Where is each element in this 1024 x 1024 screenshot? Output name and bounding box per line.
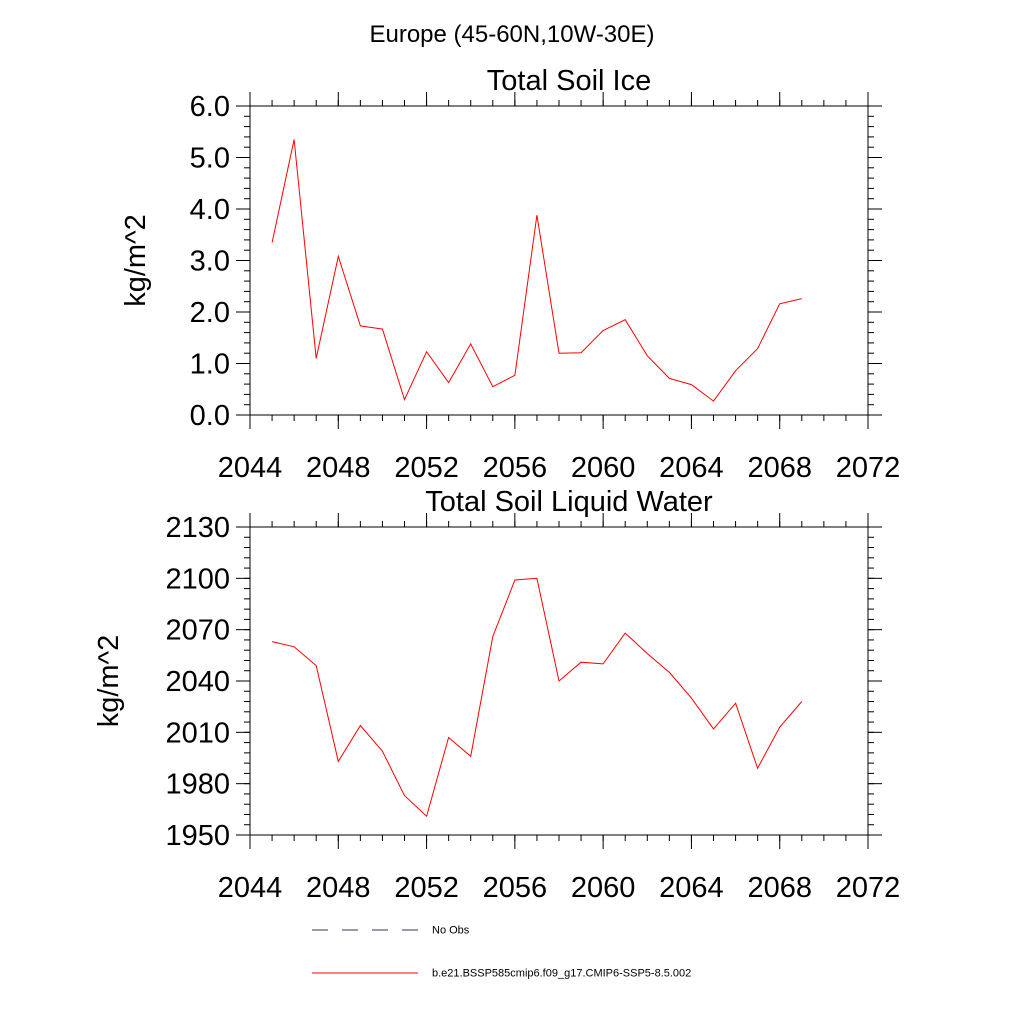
x-tick-label: 2048 (306, 872, 371, 904)
y-tick-label: 2040 (165, 666, 230, 698)
legend-label-no-obs: No Obs (432, 925, 470, 937)
panel-total-soil-liquid-water: Total Soil Liquid Water 1950 1980 2010 2040 2… (93, 486, 900, 904)
x-tick-label: 2068 (747, 452, 812, 484)
x-tick-label: 2056 (483, 452, 548, 484)
x-tick-label: 2072 (836, 872, 901, 904)
x-tick-label: 2056 (483, 872, 548, 904)
y-tick-label: 1950 (165, 820, 230, 852)
x-tick-label: 2044 (218, 452, 283, 484)
series-line (271, 139, 802, 402)
x-tick-label: 2064 (659, 872, 724, 904)
x-tick-label: 2048 (306, 452, 371, 484)
y-tick-label: 2.0 (190, 297, 230, 329)
y-axis-label: kg/m^2 (93, 635, 125, 728)
legend: No Obs b.e21.BSSP585cmip6.f09_g17.CMIP6-… (312, 925, 691, 980)
y-tick-label: 3.0 (190, 246, 230, 278)
chart-title: Total Soil Ice (487, 65, 651, 97)
y-tick-label: 6.0 (190, 91, 230, 123)
x-tick-label: 2060 (571, 872, 636, 904)
chart-title: Total Soil Liquid Water (425, 486, 713, 518)
plot-frame (249, 105, 869, 416)
y-tick-label: 2010 (165, 717, 230, 749)
y-tick-label: 2100 (165, 563, 230, 595)
x-tick-label: 2052 (394, 452, 459, 484)
x-tick-label: 2052 (394, 872, 459, 904)
x-tick-label: 2068 (747, 872, 812, 904)
x-tick-label: 2072 (836, 452, 901, 484)
y-tick-label: 0.0 (190, 400, 230, 432)
y-tick-label: 2070 (165, 615, 230, 647)
x-tick-label: 2044 (218, 872, 283, 904)
x-tick-label: 2060 (571, 452, 636, 484)
y-tick-label: 2130 (165, 512, 230, 544)
panel-total-soil-ice: Total Soil Ice 0.0 1.0 2.0 3.0 4.0 5.0 6.0 2044 2… (120, 65, 900, 484)
y-tick-label: 1.0 (190, 349, 230, 381)
y-tick-label: 4.0 (190, 194, 230, 226)
figure-title: Europe (45-60N,10W-30E) (369, 21, 654, 48)
legend-label-model: b.e21.BSSP585cmip6.f09_g17.CMIP6-SSP5-8.… (432, 968, 691, 980)
series-line (271, 577, 803, 818)
x-tick-label: 2064 (659, 452, 724, 484)
y-tick-label: 5.0 (190, 143, 230, 175)
y-tick-label: 1980 (165, 769, 230, 801)
y-axis-label: kg/m^2 (120, 214, 152, 307)
